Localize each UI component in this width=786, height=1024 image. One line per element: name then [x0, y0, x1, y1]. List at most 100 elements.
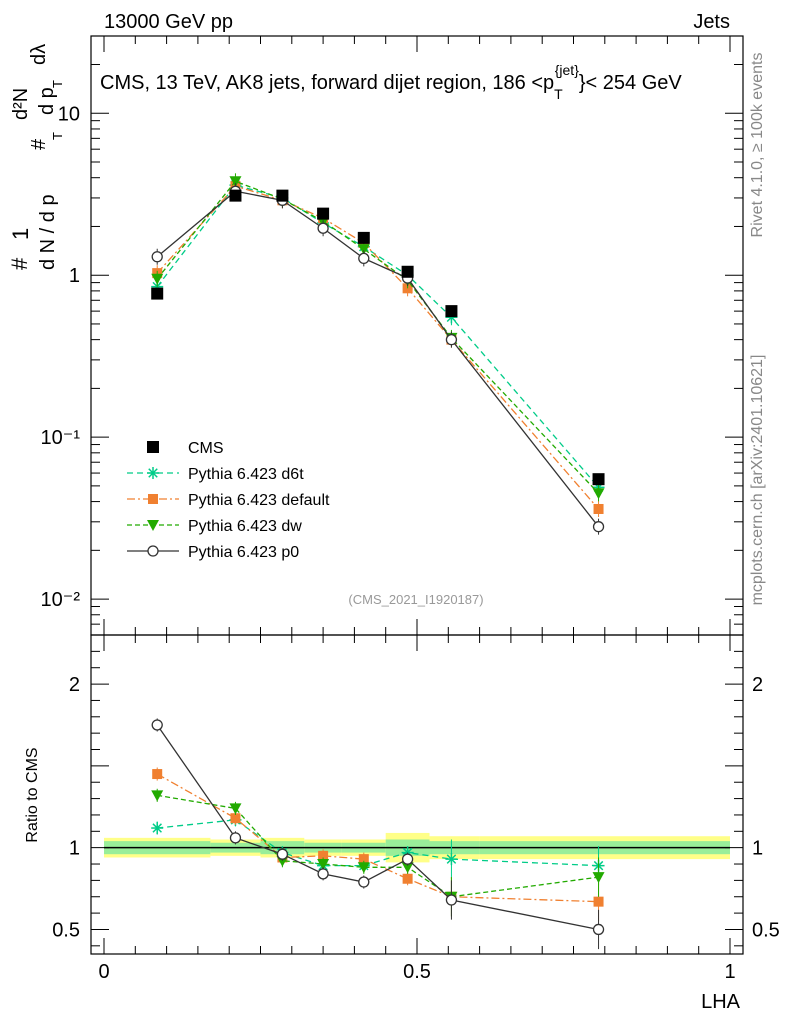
x-tick-label: 0 — [98, 961, 109, 983]
legend-marker — [147, 520, 159, 531]
cms-point — [229, 189, 242, 202]
ratio-point-1 — [358, 854, 369, 865]
upper-y-tick-label: 10⁻¹ — [41, 427, 81, 449]
upper-point-2 — [229, 176, 242, 188]
ratio-point-2 — [229, 803, 242, 815]
lower-y-tick-label-right: 0.5 — [752, 919, 780, 941]
ratio-point-2 — [317, 859, 330, 871]
ratio-point-1 — [152, 769, 163, 780]
ylabel-dp: d p — [36, 87, 58, 115]
legend-marker — [147, 545, 159, 557]
lower-y-tick-label-right: 2 — [752, 674, 763, 696]
ratio-line-2 — [157, 794, 599, 898]
mcplots-label: mcplots.cern.ch [arXiv:2401.10621] — [749, 355, 766, 606]
star-stroke — [446, 854, 457, 864]
ylabel-sub-t2: T — [50, 80, 65, 88]
lower-y-tick-label-right: 1 — [752, 838, 763, 860]
upper-point-1 — [402, 283, 413, 294]
x-axis-label: LHA — [701, 991, 741, 1013]
ylabel-d2n: d²N — [10, 88, 32, 120]
upper-y-ticks: 10 1 10⁻¹ 10⁻² — [41, 35, 743, 636]
upper-y-axis-label: # 1 d N / d p T # d²N d p T dλ — [7, 44, 65, 270]
ratio-point-1 — [593, 896, 604, 907]
x-tick-label: 1 — [724, 961, 735, 983]
upper-y-tick-label: 10⁻² — [41, 589, 81, 611]
ratio-point-3 — [401, 853, 414, 865]
upper-point-3 — [445, 333, 458, 346]
title-main: CMS, 13 TeV, AK8 jets, forward dijet reg… — [100, 72, 554, 94]
ratio-line-3 — [156, 724, 599, 931]
cms-point — [151, 287, 164, 300]
ratio-point-2 — [401, 862, 414, 874]
cms-point — [357, 231, 370, 244]
chart-title: CMS, 13 TeV, AK8 jets, forward dijet reg… — [100, 62, 682, 102]
ylabel-sub-t: T — [50, 132, 65, 140]
ylabel-dn: d N / d p — [37, 194, 59, 270]
lower-panel: 0.5 0.51 12 2 0 0.5 1 — [52, 634, 780, 983]
upper-point-2 — [592, 488, 605, 500]
ratio-point-2 — [151, 790, 164, 802]
star-stroke — [148, 468, 158, 478]
lower-x-ticks: 0 0.5 1 — [98, 635, 736, 983]
x-tick-label: 0.5 — [403, 961, 431, 983]
ratio-point-1 — [318, 850, 329, 861]
cms-point — [592, 473, 605, 486]
lower-y-tick-label-left: 1 — [69, 838, 80, 860]
title-sup: {jet} — [555, 62, 579, 78]
lower-y-axis-label: Ratio to CMS — [24, 747, 41, 842]
upper-panel: 10 1 10⁻¹ 10⁻² — [41, 35, 744, 636]
ratio-point-3 — [445, 894, 458, 906]
lower-y-tick-label-left: 2 — [69, 674, 80, 696]
upper-line-1 — [156, 185, 600, 510]
upper-line-3 — [156, 190, 600, 528]
upper-point-2 — [357, 244, 370, 256]
ratio-point-3 — [229, 832, 242, 844]
upper-point-3 — [151, 251, 163, 263]
cms-point — [276, 189, 289, 202]
ratio-point-0 — [445, 853, 458, 866]
ratio-point-3 — [151, 719, 163, 731]
ratio-point-3 — [276, 848, 289, 860]
lower-frame — [90, 634, 744, 955]
legend-label: Pythia 6.423 dw — [188, 518, 302, 535]
legend: CMS Pythia 6.423 d6t Pythia 6.423 default P… — [127, 440, 330, 561]
legend-label: Pythia 6.423 d6t — [188, 466, 304, 483]
header-right: Jets — [693, 11, 730, 33]
legend-label: CMS — [188, 440, 224, 457]
legend-marker — [148, 494, 158, 504]
legend-label: Pythia 6.423 p0 — [188, 544, 299, 561]
ratio-point-2 — [357, 862, 370, 874]
header-left: 13000 GeV pp — [104, 11, 233, 33]
upper-point-3 — [358, 252, 370, 265]
star-stroke — [152, 823, 162, 833]
ratio-point-1 — [230, 813, 241, 824]
cms-data-points — [151, 189, 605, 486]
ylabel-hash2: # — [28, 138, 50, 150]
title-end: }< 254 GeV — [579, 72, 683, 94]
ratio-series — [151, 718, 605, 950]
legend-marker — [147, 467, 159, 479]
ratio-point-3 — [317, 868, 329, 880]
ratio-line-0 — [157, 819, 599, 867]
lower-y-tick-label-left: 0.5 — [52, 919, 80, 941]
analysis-label: (CMS_2021_I1920187) — [348, 592, 483, 607]
ratio-point-3 — [358, 876, 370, 888]
upper-point-1 — [593, 503, 604, 514]
rivet-label: Rivet 4.1.0, ≥ 100k events — [749, 53, 766, 238]
upper-y-tick-label: 10 — [58, 103, 80, 125]
upper-y-tick-label: 1 — [69, 265, 80, 287]
ratio-point-1 — [402, 873, 413, 884]
ratio-point-3 — [592, 923, 605, 936]
legend-marker-cms — [147, 441, 159, 453]
upper-point-3 — [592, 521, 605, 533]
upper-line-0 — [156, 184, 600, 488]
ratio-point-2 — [592, 872, 605, 884]
ylabel-dlambda: dλ — [28, 44, 50, 65]
ylabel-one: 1 — [8, 228, 33, 240]
legend-label: Pythia 6.423 default — [188, 492, 330, 509]
ratio-point-0 — [151, 822, 164, 835]
cms-point — [445, 305, 458, 318]
ylabel-hash: # — [7, 257, 32, 270]
title-sub: T — [554, 86, 563, 102]
